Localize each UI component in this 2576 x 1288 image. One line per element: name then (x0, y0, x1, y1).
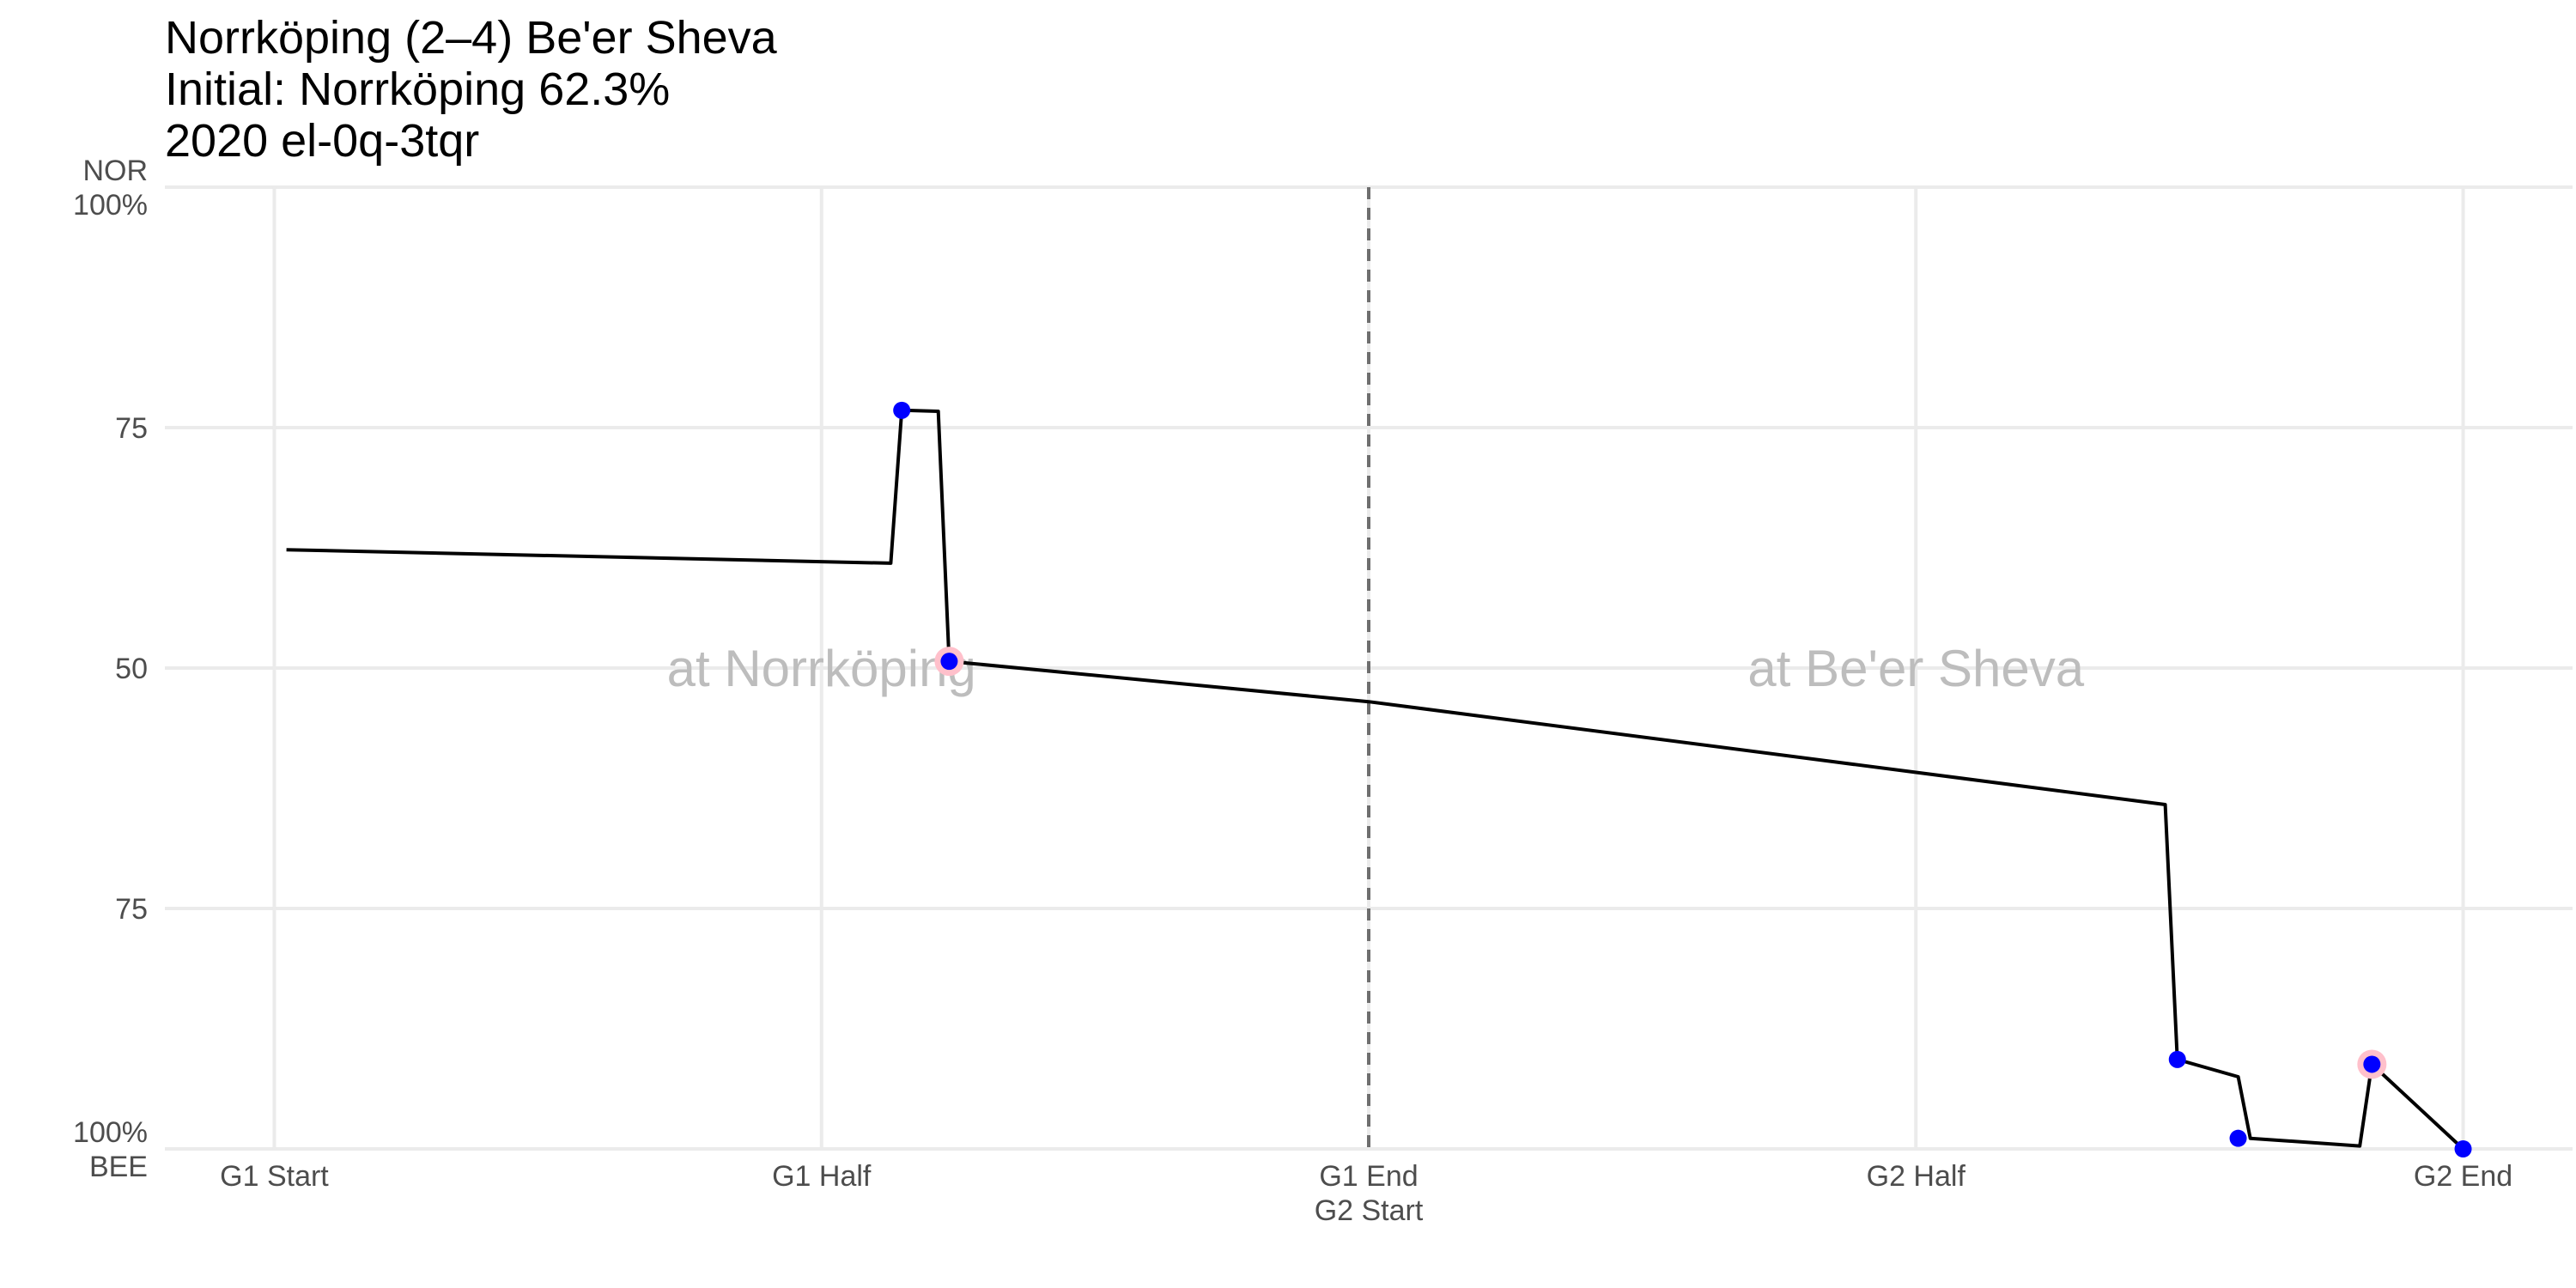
event-points (893, 401, 2472, 1157)
x-tick-label: G2 Start (1315, 1194, 1424, 1227)
x-tick-label: G2 End (2414, 1160, 2512, 1193)
x-tick-label: G2 Half (1867, 1160, 1966, 1193)
venue-label: at Norrköping (667, 640, 976, 697)
event-point (2454, 1140, 2472, 1157)
x-tick-label: G1 End (1319, 1160, 1418, 1193)
y-tick-label: 100% (73, 189, 148, 222)
x-tick-label: G1 Half (772, 1160, 872, 1193)
venue-labels: at Norrköping at Be'er Sheva (667, 640, 2085, 697)
title-line-3: 2020 el-0q-3tqr (165, 115, 480, 167)
y-tick-label: 75 (115, 412, 148, 445)
title-line-1: Norrköping (2–4) Be'er Sheva (165, 12, 777, 64)
series-lines (286, 408, 2464, 1151)
event-point (940, 653, 958, 671)
y-tick-label: BEE (89, 1151, 148, 1183)
y-tick-label: 50 (115, 653, 148, 685)
event-point (2168, 1050, 2186, 1068)
chart-title: Norrköping (2–4) Be'er Sheva Initial: No… (165, 12, 777, 167)
y-tick-label: 75 (115, 893, 148, 926)
event-point (2229, 1129, 2247, 1147)
y-tick-label: 100% (73, 1116, 148, 1149)
series-line (286, 408, 2464, 1151)
event-point (2363, 1055, 2381, 1073)
title-line-2: Initial: Norrköping 62.3% (165, 64, 671, 115)
venue-label: at Be'er Sheva (1747, 640, 2084, 697)
event-point (893, 401, 911, 419)
x-tick-label: G1 Start (220, 1160, 329, 1193)
y-tick-label: NOR (82, 155, 148, 187)
